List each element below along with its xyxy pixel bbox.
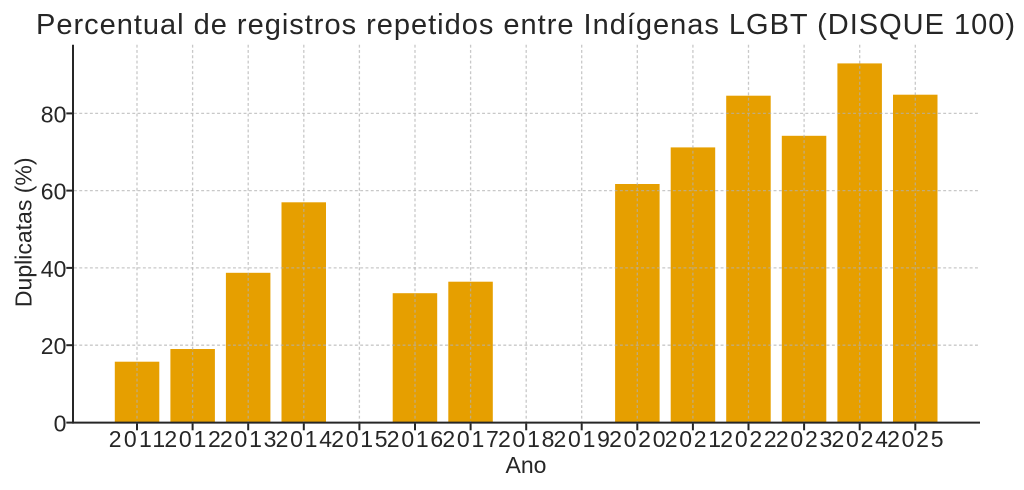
svg-text:2020: 2020 [609, 426, 665, 452]
svg-text:Percentual de registros repeti: Percentual de registros repetidos entre … [36, 9, 1015, 41]
svg-text:2014: 2014 [276, 426, 333, 452]
svg-text:2021: 2021 [665, 426, 721, 452]
svg-text:Duplicatas (%): Duplicatas (%) [11, 158, 37, 308]
svg-text:2024: 2024 [832, 426, 889, 452]
svg-text:2025: 2025 [887, 426, 943, 452]
svg-text:2023: 2023 [776, 426, 832, 452]
svg-text:2016: 2016 [387, 426, 443, 452]
svg-text:2017: 2017 [442, 426, 498, 452]
svg-text:40: 40 [41, 256, 67, 282]
svg-text:60: 60 [41, 179, 67, 205]
svg-text:0: 0 [54, 411, 67, 437]
svg-text:2013: 2013 [220, 426, 276, 452]
svg-text:Ano: Ano [506, 452, 547, 478]
svg-text:2015: 2015 [331, 426, 387, 452]
svg-text:80: 80 [41, 101, 67, 127]
svg-text:2019: 2019 [554, 426, 610, 452]
svg-text:20: 20 [41, 333, 67, 359]
svg-text:2012: 2012 [164, 426, 220, 452]
svg-text:2022: 2022 [720, 426, 776, 452]
svg-text:2018: 2018 [498, 426, 554, 452]
